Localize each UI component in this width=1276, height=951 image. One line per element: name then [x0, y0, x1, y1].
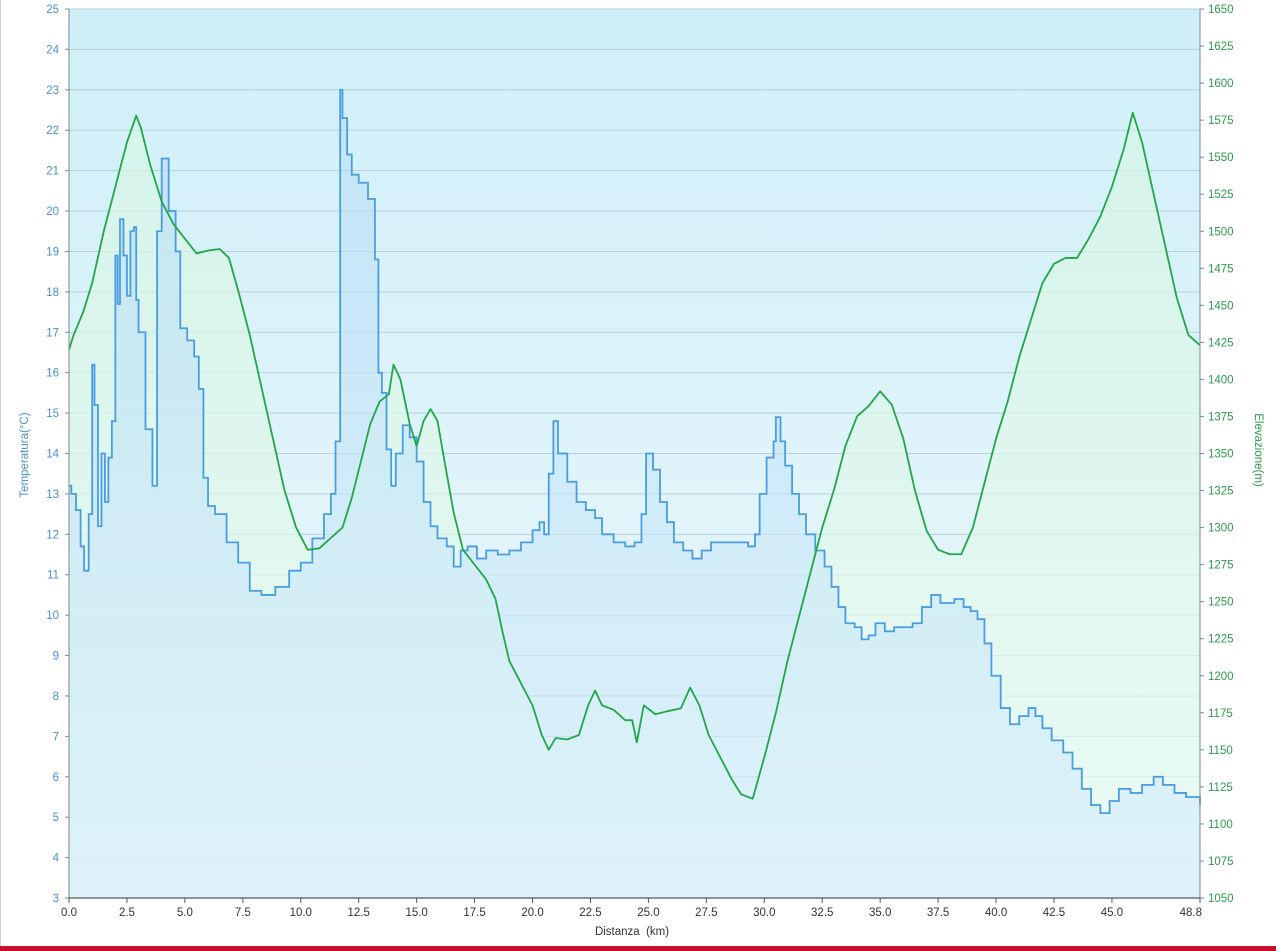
bottom-accent-bar [0, 946, 1276, 951]
y-left-tick-label: 16 [46, 368, 59, 380]
x-tick-label: 45.0 [1101, 907, 1123, 919]
x-tick-label: 17.5 [463, 907, 485, 919]
y-left-tick-label: 4 [53, 853, 60, 865]
y-right-tick-label: 1550 [1208, 152, 1234, 164]
y-right-tick-label: 1175 [1208, 708, 1233, 720]
y-left-tick-label: 6 [53, 772, 59, 784]
y-right-tick-label: 1475 [1208, 263, 1234, 275]
x-tick-label: 5.0 [177, 907, 193, 919]
y-left-tick-label: 11 [47, 570, 59, 582]
y-right-tick-label: 1100 [1208, 819, 1233, 831]
y-left-axis-title: Temperatura(°C) [19, 412, 31, 497]
x-tick-label: 25.0 [637, 907, 659, 919]
y-right-tick-label: 1200 [1208, 671, 1234, 683]
x-axis-title: Distanza (km) [595, 926, 669, 938]
y-left-tick-label: 24 [46, 44, 59, 56]
x-tick-label: 35.0 [869, 907, 891, 919]
y-right-tick-label: 1375 [1208, 411, 1234, 423]
y-right-tick-label: 1625 [1208, 41, 1234, 53]
y-right-tick-label: 1575 [1208, 115, 1234, 127]
y-right-tick-label: 1125 [1208, 782, 1233, 794]
y-left-tick-label: 21 [46, 166, 59, 178]
y-right-tick-label: 1500 [1208, 226, 1234, 238]
y-left-tick-label: 22 [46, 125, 59, 137]
y-left-tick-label: 3 [53, 893, 59, 905]
y-right-tick-label: 1450 [1208, 300, 1234, 312]
y-left-tick-label: 25 [46, 4, 59, 16]
y-left-tick-label: 10 [46, 610, 59, 622]
y-right-tick-label: 1525 [1208, 189, 1234, 201]
x-tick-label: 42.5 [1043, 907, 1065, 919]
temperatura-area [69, 89, 1200, 899]
x-tick-label: 2.5 [119, 907, 135, 919]
x-tick-label: 12.5 [348, 907, 370, 919]
y-right-tick-label: 1650 [1208, 4, 1234, 16]
elevazione-line [68, 111, 1201, 800]
x-tick-label: 15.0 [405, 907, 427, 919]
y-right-tick-label: 1075 [1208, 856, 1234, 868]
y-left-tick-label: 13 [46, 489, 59, 501]
y-left-tick-label: 18 [46, 287, 59, 299]
y-right-tick-label: 1275 [1208, 560, 1234, 572]
y-left-tick-label: 5 [53, 812, 59, 824]
x-tick-label: 7.5 [235, 907, 251, 919]
y-left-tick-label: 9 [53, 651, 59, 663]
tick-labels: 3 4 5 6 7 8 9 10 11 12 13 14 15 16 17 18 19 20 21 22 23 24 25 1… [46, 4, 1233, 919]
y-left-tick-label: 19 [46, 246, 59, 258]
y-left-tick-label: 20 [46, 206, 59, 218]
y-right-tick-label: 1300 [1208, 523, 1234, 535]
y-right-axis-title: Elevazione(m) [1252, 413, 1264, 487]
temperatura-line [69, 88, 1201, 815]
y-left-tick-label: 7 [53, 731, 59, 743]
y-right-tick-label: 1325 [1208, 486, 1234, 498]
y-left-tick-label: 12 [46, 529, 59, 541]
y-left-tick-label: 17 [46, 327, 59, 339]
series-group [68, 88, 1201, 899]
x-tick-label: 37.5 [927, 907, 949, 919]
x-tick-label: 40.0 [985, 907, 1007, 919]
x-tick-label: 32.5 [811, 907, 833, 919]
y-right-tick-label: 1150 [1208, 745, 1233, 757]
x-tick-label: 0.0 [61, 907, 77, 919]
y-right-tick-label: 1250 [1208, 597, 1234, 609]
y-right-tick-label: 1400 [1208, 374, 1234, 386]
y-right-tick-label: 1600 [1208, 78, 1234, 90]
x-tick-label: 30.0 [753, 907, 775, 919]
y-right-tick-label: 1350 [1208, 449, 1234, 461]
y-right-tick-label: 1425 [1208, 337, 1234, 349]
x-tick-label: 10.0 [290, 907, 312, 919]
x-tick-label: 48.8 [1180, 907, 1202, 919]
y-left-tick-label: 23 [46, 85, 59, 97]
y-left-tick-label: 15 [46, 408, 59, 420]
y-right-tick-label: 1225 [1208, 634, 1234, 646]
y-left-tick-label: 8 [53, 691, 59, 703]
x-tick-label: 20.0 [521, 907, 543, 919]
x-tick-label: 27.5 [695, 907, 717, 919]
x-tick-label: 22.5 [579, 907, 601, 919]
frame-edge [0, 0, 1, 946]
y-right-tick-label: 1050 [1208, 893, 1234, 905]
y-left-tick-label: 14 [46, 449, 59, 461]
